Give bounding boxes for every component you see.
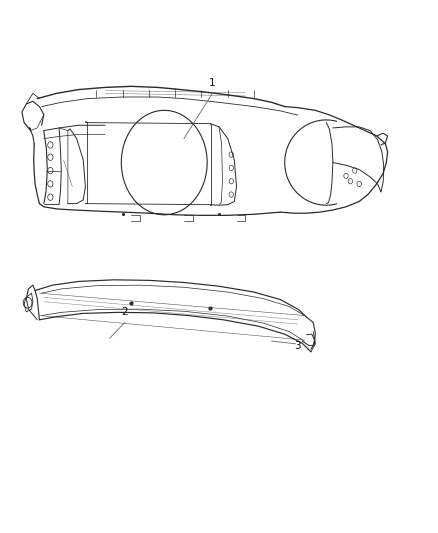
Text: 3: 3: [294, 342, 301, 351]
Text: 1: 1: [209, 78, 216, 87]
Text: 2: 2: [121, 307, 128, 317]
